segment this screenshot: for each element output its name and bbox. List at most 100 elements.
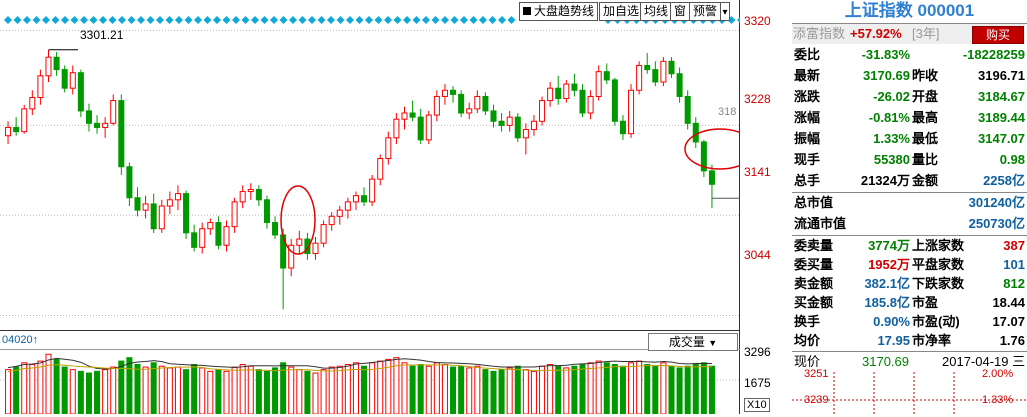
volume-bar xyxy=(482,369,489,414)
volume-bar xyxy=(441,364,448,414)
stat-row: 委卖量 3774万 上涨家数 387 xyxy=(792,236,1025,256)
candle-body xyxy=(385,137,392,159)
diamond-marker xyxy=(403,16,411,24)
divider xyxy=(792,351,1027,352)
vol-axis-top: 3296 xyxy=(744,345,771,359)
volume-bar xyxy=(312,372,319,414)
buy-button[interactable]: 购买 xyxy=(972,26,1024,44)
candle-body xyxy=(158,205,165,230)
stat-value: 387 xyxy=(1003,238,1025,253)
volume-ma5 xyxy=(7,357,712,370)
diamond-marker xyxy=(488,16,497,24)
volume-bar xyxy=(85,372,92,414)
candle-body xyxy=(441,89,448,97)
volume-bar xyxy=(134,364,141,414)
stat-value: 3774万 xyxy=(868,238,910,253)
candle-body xyxy=(5,126,12,137)
volume-selector[interactable]: 成交量 ▼ xyxy=(648,333,738,351)
diamond-marker xyxy=(374,16,383,24)
diamond-marker xyxy=(4,16,12,24)
candle-body xyxy=(611,79,618,122)
diamond-marker xyxy=(156,16,164,24)
diamond-marker xyxy=(175,16,183,24)
volume-bar xyxy=(676,367,683,414)
diamond-marker xyxy=(80,16,88,24)
quote-value: 3147.07 xyxy=(978,131,1025,146)
quote-panel: 上证指数 000001 添富指数 +57.92% [3年] 购买 委比 -31.8… xyxy=(792,0,1027,414)
volume-bar xyxy=(668,365,675,414)
diamond-marker xyxy=(355,16,364,24)
alert-button[interactable]: 预警 xyxy=(689,2,722,21)
mcap-key: 总市值 xyxy=(794,195,834,210)
diamond-marker xyxy=(61,16,69,24)
quote-value: 3170.69 xyxy=(863,68,910,83)
mcap-key: 流通市值 xyxy=(794,216,847,231)
window-button[interactable]: 窗 xyxy=(670,2,691,21)
mcap-value: 250730亿 xyxy=(968,216,1025,231)
ma-button[interactable]: 均线 xyxy=(640,2,673,21)
volume-bar xyxy=(352,362,359,414)
stat-value: 185.8亿 xyxy=(864,295,910,310)
candle-body xyxy=(425,114,432,141)
diamond-marker xyxy=(203,16,212,24)
volume-bar xyxy=(255,369,262,414)
diamond-marker xyxy=(365,16,373,24)
quote-key: 涨幅 xyxy=(794,110,821,125)
stat-key: 平盘家数 xyxy=(912,257,965,272)
candle-body xyxy=(474,95,481,110)
divider xyxy=(792,23,1027,24)
candle-body xyxy=(312,242,319,255)
quote-value: 21324万 xyxy=(860,173,910,188)
axis-mid1: 3228 xyxy=(744,92,771,106)
mcap-row: 总市值 301240亿 xyxy=(792,193,1025,213)
add-watch-button[interactable]: 加自选 xyxy=(599,2,644,21)
candle-body xyxy=(77,72,84,112)
volume-bar xyxy=(563,367,570,414)
trend-line-button[interactable]: 大盘趋势线 xyxy=(519,2,599,21)
stat-key: 上涨家数 xyxy=(912,238,965,253)
candle-body xyxy=(361,195,368,203)
stat-key: 下跌家数 xyxy=(912,276,965,291)
quote-value: 2258亿 xyxy=(983,173,1025,188)
candle-body xyxy=(37,75,44,99)
stat-row: 卖金额 382.1亿 下跌家数 812 xyxy=(792,274,1025,294)
fund-change: +57.92% xyxy=(850,26,902,41)
diamond-marker xyxy=(165,16,174,24)
diamond-marker xyxy=(460,16,468,24)
volume-bar xyxy=(126,357,133,414)
candle-body xyxy=(174,193,181,201)
candle-body xyxy=(344,201,351,211)
volume-bar xyxy=(263,370,270,414)
candle-body xyxy=(45,56,52,77)
diamond-marker xyxy=(146,16,155,24)
menu-icon[interactable]: ▾ xyxy=(720,2,730,21)
mini-price-1: 3251 xyxy=(804,368,829,380)
volume-bar xyxy=(29,364,36,414)
candle-body xyxy=(61,69,68,89)
diamond-marker xyxy=(450,16,459,24)
candle-body xyxy=(377,157,384,180)
volume-bar xyxy=(13,366,20,414)
volume-left-label: 04020↑ xyxy=(2,334,39,346)
candle-body xyxy=(668,60,675,75)
candle-body xyxy=(134,197,141,211)
quote-key: 最高 xyxy=(912,110,939,125)
quote-key: 最低 xyxy=(912,131,939,146)
stat-value: 18.44 xyxy=(992,295,1025,310)
diamond-marker xyxy=(251,16,259,24)
volume-bar xyxy=(94,370,101,414)
quote-row: 总手 21324万 金额 2258亿 xyxy=(792,171,1025,191)
candle-body xyxy=(514,116,521,139)
kline-chart[interactable]: 大盘趋势线 加自选 均线 窗 预警 ▾ 3301.21 318 04020↑ 成… xyxy=(0,0,740,414)
candle-body xyxy=(603,71,610,81)
candle-body xyxy=(223,226,230,246)
quote-value: 55380 xyxy=(873,152,910,167)
quote-value: 0.98 xyxy=(999,152,1025,167)
axis-low: 3044 xyxy=(744,248,771,262)
volume-bar xyxy=(288,366,295,414)
diamond-marker xyxy=(184,16,193,24)
volume-bar xyxy=(158,365,165,414)
candle-body xyxy=(579,89,586,114)
candle-body xyxy=(530,120,537,131)
volume-bar xyxy=(320,369,327,414)
